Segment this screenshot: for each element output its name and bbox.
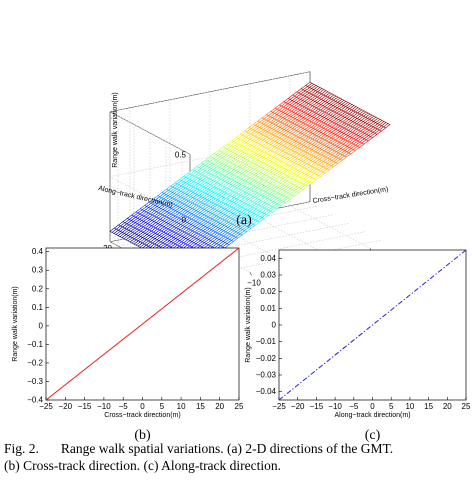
y-tick-label: −0.02 — [256, 354, 277, 363]
x-tick-label: −25 — [272, 402, 286, 411]
grid-line — [109, 136, 311, 177]
y-tick-label: −0.01 — [256, 337, 277, 346]
x-tick-label: 10 — [177, 402, 186, 411]
x-axis-label: Along−track direction(m) — [334, 412, 410, 419]
caption-line-2-text: (b) Cross-track direction. (c) Along-tra… — [4, 458, 282, 473]
panel-b: −25 −20 −15 −10 −5 0 5 10 15 20 25 0.4 0.3 0.2 0.1 0 −0.… — [12, 247, 244, 443]
x-axis-label: Cross−track direction(m) — [312, 186, 389, 205]
x-tick-label: −15 — [78, 402, 92, 411]
caption-line-1: Fig. 2. Range walk spatial variations. (a… — [4, 440, 472, 457]
figure-caption: Fig. 2. Range walk spatial variations. (a… — [4, 440, 472, 474]
y-tick-label: 0.02 — [260, 287, 276, 296]
y-tick-label: 0.01 — [260, 304, 276, 313]
panel-b-label: (b) — [134, 428, 151, 443]
panel-label-a: (a) — [236, 213, 252, 228]
x-tick-label: −5 — [119, 402, 129, 411]
x-tick-label: −20 — [59, 402, 73, 411]
grid-line — [109, 111, 191, 155]
grid-line — [249, 213, 331, 257]
caption-line-1-text: Range walk spatial variations. (a) 2-D d… — [60, 441, 394, 456]
z-tick-label: 0 — [182, 215, 187, 224]
x-tick-label: −5 — [349, 402, 359, 411]
x-tick-label: 0 — [140, 402, 145, 411]
y-tick-label: −0.4 — [27, 396, 43, 405]
z-tick-label: 0.5 — [175, 150, 187, 159]
series-line — [278, 249, 467, 401]
x-axis-label: Cross−track direction(m) — [104, 412, 180, 419]
tick-mark — [249, 272, 252, 276]
y-tick-label: 0.4 — [32, 247, 44, 256]
y-axis-label: Range walk variation(m) — [245, 287, 252, 362]
x-tick-label: −10 — [328, 402, 342, 411]
z-axis-label: Range walk variation(m) — [112, 92, 119, 167]
y-tick-label: 0 — [272, 321, 277, 330]
y-tick-label: 0.03 — [260, 271, 276, 280]
x-tick-label: 20 — [443, 402, 452, 411]
x-tick-label: 10 — [405, 402, 414, 411]
x-tick-label: 15 — [196, 402, 205, 411]
y-tick-label: −0.04 — [256, 387, 277, 396]
y-tick-label: 0.3 — [32, 266, 44, 275]
grid-line — [109, 71, 311, 112]
x-tick-label: −10 — [247, 278, 261, 287]
x-tick-label: −20 — [291, 402, 305, 411]
x-tick-label: 5 — [160, 402, 165, 411]
x-tick-label: −25 — [39, 402, 53, 411]
x-tick-label: 0 — [370, 402, 375, 411]
y-tick-label: −0.03 — [256, 371, 277, 380]
x-tick-label: −15 — [310, 402, 324, 411]
y-tick-label: 0.2 — [32, 284, 44, 293]
x-tick-label: 25 — [462, 402, 471, 411]
panel-c: −25 −20 −15 −10 −5 0 5 10 15 20 25 0.04 0.03 0.02 0.01… — [245, 249, 471, 443]
x-tick-label: 20 — [215, 402, 224, 411]
y-tick-label: 0.1 — [32, 303, 44, 312]
y-tick-label: 0.04 — [260, 254, 276, 263]
x-tick-label: 5 — [389, 402, 394, 411]
y-tick-label: −0.3 — [27, 377, 43, 386]
x-tick-label: 25 — [235, 402, 244, 411]
caption-line-2: (b) Cross-track direction. (c) Along-tra… — [4, 457, 472, 474]
y-axis-label: Range walk variation(m) — [12, 286, 19, 361]
y-tick-label: 0 — [39, 321, 44, 330]
y-tick-label: −0.2 — [27, 358, 43, 367]
x-tick-label: −10 — [97, 402, 111, 411]
panel-c-label: (c) — [365, 428, 381, 443]
y-tick-label: −0.1 — [27, 340, 43, 349]
surface-cell — [383, 123, 391, 129]
caption-fig-label: Fig. 2. — [4, 441, 39, 456]
series-line — [45, 247, 240, 401]
x-tick-label: 15 — [424, 402, 433, 411]
